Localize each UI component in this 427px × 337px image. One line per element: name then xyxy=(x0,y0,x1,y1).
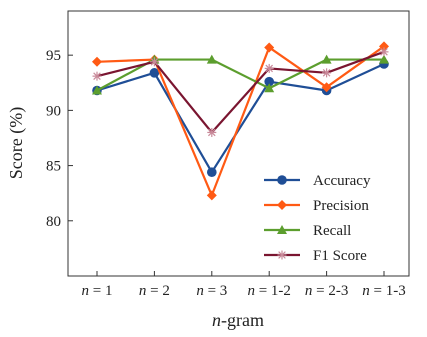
x-tick-label: n = 1-3 xyxy=(362,283,405,299)
x-tick-label: n = 2 xyxy=(139,283,170,299)
x-tick-label: n = 1-2 xyxy=(247,283,290,299)
legend-marker xyxy=(277,200,287,210)
f1-score-point xyxy=(207,127,217,137)
legend-label: F1 Score xyxy=(313,248,367,264)
series-layer xyxy=(92,41,389,201)
f1-score-point xyxy=(264,63,274,73)
accuracy-point xyxy=(264,76,275,87)
recall-point xyxy=(379,54,389,64)
legend-item-recall: Recall xyxy=(264,223,351,239)
legend-item-f1-score: F1 Score xyxy=(264,248,367,264)
recall-point xyxy=(206,54,217,64)
x-axis-title: n-gram xyxy=(212,310,264,330)
y-axis-title: Score (%) xyxy=(6,107,27,179)
recall-line xyxy=(96,58,384,92)
x-tick-label: n = 3 xyxy=(196,283,227,299)
f1-score-point xyxy=(322,68,332,78)
y-tick-label: 95 xyxy=(46,48,61,64)
legend-marker xyxy=(277,175,287,185)
y-tick-label: 80 xyxy=(46,214,61,230)
x-tick-label: n = 1 xyxy=(82,283,113,299)
f1-score-point xyxy=(149,57,159,67)
recall-point xyxy=(321,54,332,64)
precision-point xyxy=(321,82,332,93)
legend-marker xyxy=(277,225,287,234)
accuracy-line xyxy=(96,63,385,174)
accuracy-point xyxy=(207,167,217,178)
y-tick-label: 85 xyxy=(46,159,61,175)
legend-label: Precision xyxy=(313,198,369,214)
f1-score-point xyxy=(379,47,389,57)
precision-line xyxy=(96,45,385,197)
f1-score-line xyxy=(96,50,385,134)
x-tick-label: n = 2-3 xyxy=(305,283,348,299)
precision-point xyxy=(92,56,102,67)
series-precision xyxy=(92,41,389,201)
legend-item-precision: Precision xyxy=(264,198,369,214)
plot-frame xyxy=(67,10,410,277)
y-tick-label: 90 xyxy=(46,103,61,119)
accuracy-point xyxy=(149,68,160,78)
series-accuracy xyxy=(92,59,389,178)
precision-point xyxy=(264,42,275,53)
precision-point xyxy=(206,190,217,201)
y-axis-ticks: 80 85 90 95 xyxy=(46,48,73,230)
legend-item-accuracy: Accuracy xyxy=(264,173,371,189)
recall-point xyxy=(92,85,102,95)
series-f1-score xyxy=(92,47,389,137)
legend-marker xyxy=(277,250,287,260)
legend: Accuracy Precision Recall F1 Score xyxy=(264,173,371,264)
legend-label: Accuracy xyxy=(313,173,371,189)
x-axis-ticks: n = 1 n = 2 n = 3 n = 1-2 n = 2-3 n = 1-3 xyxy=(82,271,406,299)
recall-point xyxy=(264,83,275,93)
legend-label: Recall xyxy=(313,223,351,239)
f1-score-point xyxy=(92,71,102,81)
